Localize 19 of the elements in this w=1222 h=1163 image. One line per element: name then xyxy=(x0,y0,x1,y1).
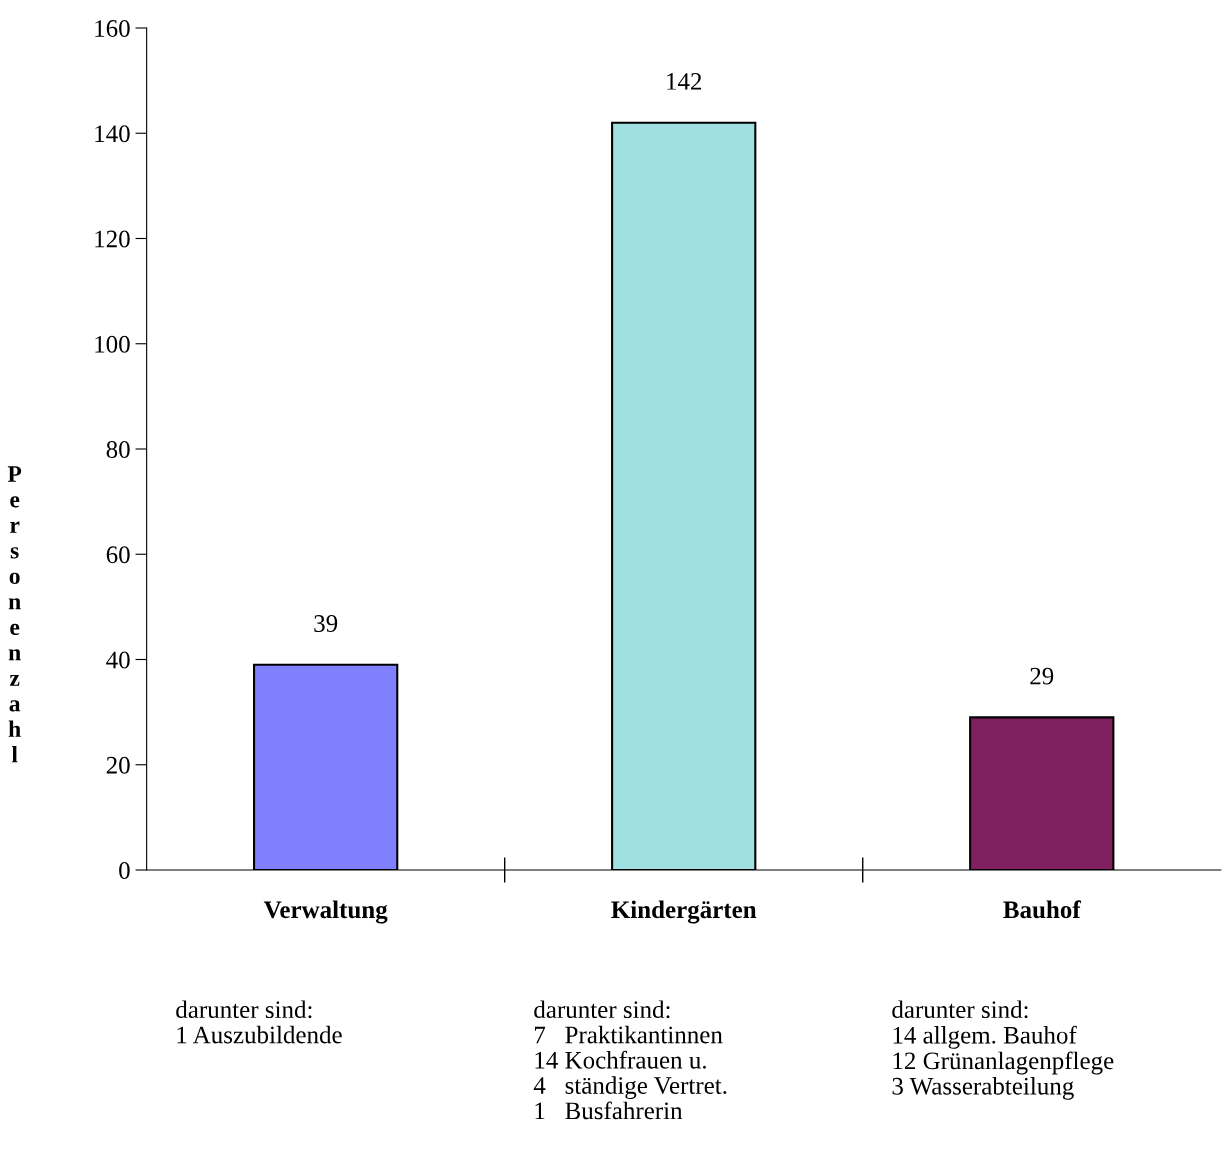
text: darunter sind: 7 Praktikantinnen 14 Kochfrauen u. 4 ständige Vertret. 1 Busfahrerin xyxy=(533,1000,727,1120)
text: darunter sind: 14 allgem. Bauhof 12 Grünanlagenpflege 3 Wasserabteilung xyxy=(892,1000,1114,1100)
y-tick-label: 80 xyxy=(106,441,130,458)
y-tick-label: 0 xyxy=(119,862,130,879)
data-label: 142 xyxy=(667,73,702,90)
y-tick-label: 20 xyxy=(106,756,130,774)
text: darunter sind: 1 Auszubildende xyxy=(176,1000,342,1044)
x-tick-label: Verwaltung xyxy=(263,900,388,924)
y-tick-label: 60 xyxy=(106,546,130,564)
y-tick-label: 140 xyxy=(95,125,130,143)
y-tick-label: 160 xyxy=(95,20,130,37)
data-label: 29 xyxy=(1030,667,1054,685)
y-tick-label: 100 xyxy=(95,335,130,353)
x-tick-label: Bauhof xyxy=(1003,900,1081,919)
x-tick-label: Kindergärten xyxy=(611,900,757,924)
text: Personenzahl xyxy=(7,466,22,763)
y-tick-label: 120 xyxy=(95,230,130,248)
y-tick-label: 40 xyxy=(106,651,130,669)
data-label: 39 xyxy=(314,615,338,632)
